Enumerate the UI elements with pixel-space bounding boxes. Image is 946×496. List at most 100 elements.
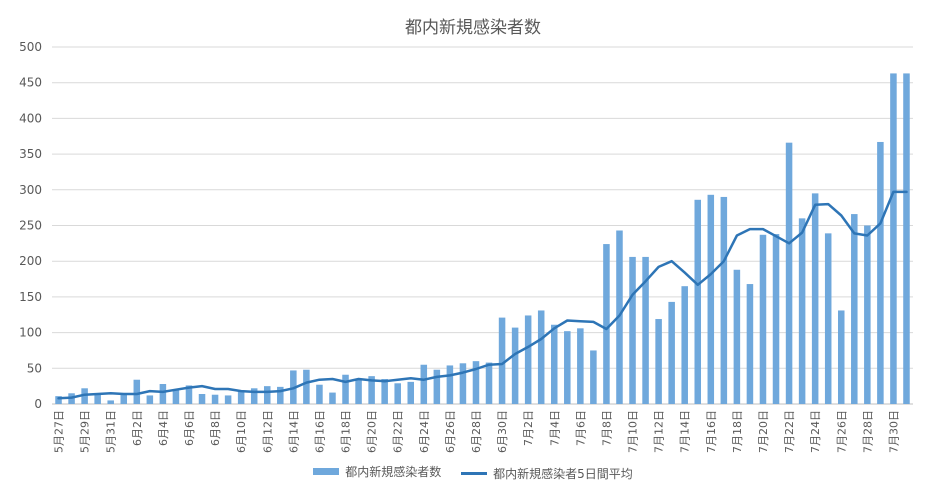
x-tick-label: 6月22日 (392, 410, 405, 453)
bar (681, 286, 688, 404)
bar (733, 269, 741, 404)
x-tick-label: 6月2日 (131, 410, 144, 446)
y-tick-label: 400 (19, 111, 42, 125)
series-line (57, 190, 908, 400)
bar (603, 244, 610, 404)
x-tick-label: 7月18日 (731, 410, 744, 453)
x-tick-label: 7月4日 (548, 410, 561, 446)
bar (903, 73, 910, 404)
x-tick-label: 6月8日 (209, 410, 222, 446)
chart-title: 都内新規感染者数 (405, 18, 541, 38)
bar (146, 395, 154, 404)
x-tick-label: 6月16日 (313, 410, 326, 453)
bar (185, 385, 193, 404)
bar (55, 396, 62, 404)
bar (459, 363, 467, 404)
bar (564, 331, 571, 404)
bar (890, 73, 897, 404)
bar (785, 142, 793, 404)
bar (798, 218, 806, 404)
bar (237, 391, 245, 404)
bar (277, 386, 284, 404)
x-tick-label: 7月14日 (679, 410, 692, 453)
bar (642, 256, 649, 404)
bar (851, 214, 858, 404)
bar (772, 234, 780, 404)
bar (224, 395, 232, 404)
x-tick-label: 6月28日 (470, 410, 483, 453)
bar (198, 394, 206, 404)
bar (329, 392, 336, 404)
y-tick-label: 250 (19, 219, 42, 233)
x-tick-label: 7月2日 (522, 410, 535, 446)
y-tick-label: 50 (27, 361, 42, 375)
x-tick-label: 7月26日 (835, 410, 848, 453)
y-tick-label: 150 (19, 290, 42, 304)
legend-swatch-bar (313, 468, 340, 475)
bar (316, 384, 323, 404)
y-tick-label: 0 (34, 397, 42, 411)
bar (720, 196, 728, 404)
y-tick-label: 200 (19, 254, 42, 268)
x-tick-label: 6月30日 (496, 410, 509, 453)
x-tick-label: 7月8日 (600, 410, 613, 446)
x-tick-label: 6月14日 (287, 410, 300, 453)
x-tick-label: 7月6日 (574, 410, 587, 446)
y-tick-label: 100 (19, 326, 42, 340)
x-tick-label: 6月4日 (157, 410, 170, 446)
y-axis-ticks: 0 50 100 150 200 250 300 350 400 450 500 (19, 40, 42, 411)
bar (407, 381, 415, 404)
y-tick-label: 500 (19, 40, 42, 54)
bar (668, 301, 675, 404)
line-series (57, 190, 908, 400)
bar (133, 379, 141, 404)
x-tick-label: 5月29日 (79, 410, 92, 453)
x-tick-label: 6月24日 (418, 410, 431, 453)
bar (629, 256, 636, 404)
bar (81, 388, 88, 404)
bar (498, 317, 506, 404)
bar (537, 310, 545, 404)
legend: 都内新規感染者数 都内新規感染者5日間平均 (0, 463, 946, 482)
legend-item-bar: 都内新規感染者数 (313, 463, 441, 480)
y-tick-label: 300 (19, 183, 42, 197)
bar (250, 388, 258, 404)
y-tick-label: 450 (19, 76, 42, 90)
x-tick-label: 6月26日 (444, 410, 457, 453)
bar (759, 234, 767, 404)
y-tick-label: 350 (19, 147, 42, 161)
bar (120, 394, 128, 404)
x-tick-label: 6月6日 (183, 410, 196, 446)
legend-item-line: 都内新規感染者5日間平均 (461, 465, 633, 482)
x-tick-label: 5月31日 (105, 410, 118, 453)
x-tick-label: 6月12日 (261, 410, 274, 453)
bar (172, 389, 180, 404)
bar (485, 362, 493, 404)
bar (707, 194, 715, 404)
legend-label-bar: 都内新規感染者数 (345, 465, 442, 479)
x-tick-label: 7月20日 (757, 410, 770, 453)
x-tick-label: 7月22日 (783, 410, 796, 453)
x-tick-label: 7月24日 (809, 410, 822, 453)
bar (107, 400, 114, 404)
bar (655, 319, 662, 404)
bar (263, 386, 271, 404)
x-tick-label: 6月18日 (340, 410, 353, 453)
x-tick-label: 6月20日 (366, 410, 379, 453)
bar (550, 324, 558, 404)
bar (94, 394, 101, 404)
x-tick-label: 7月28日 (861, 410, 874, 453)
bar (877, 141, 884, 404)
bar (746, 284, 754, 404)
bar (303, 369, 310, 404)
bar (342, 374, 349, 404)
bar (511, 327, 519, 404)
bar (433, 369, 441, 404)
legend-swatch-line (461, 472, 488, 475)
legend-label-line: 都内新規感染者5日間平均 (493, 467, 633, 481)
bar (577, 328, 584, 404)
bar (381, 379, 388, 404)
bar (420, 364, 428, 404)
